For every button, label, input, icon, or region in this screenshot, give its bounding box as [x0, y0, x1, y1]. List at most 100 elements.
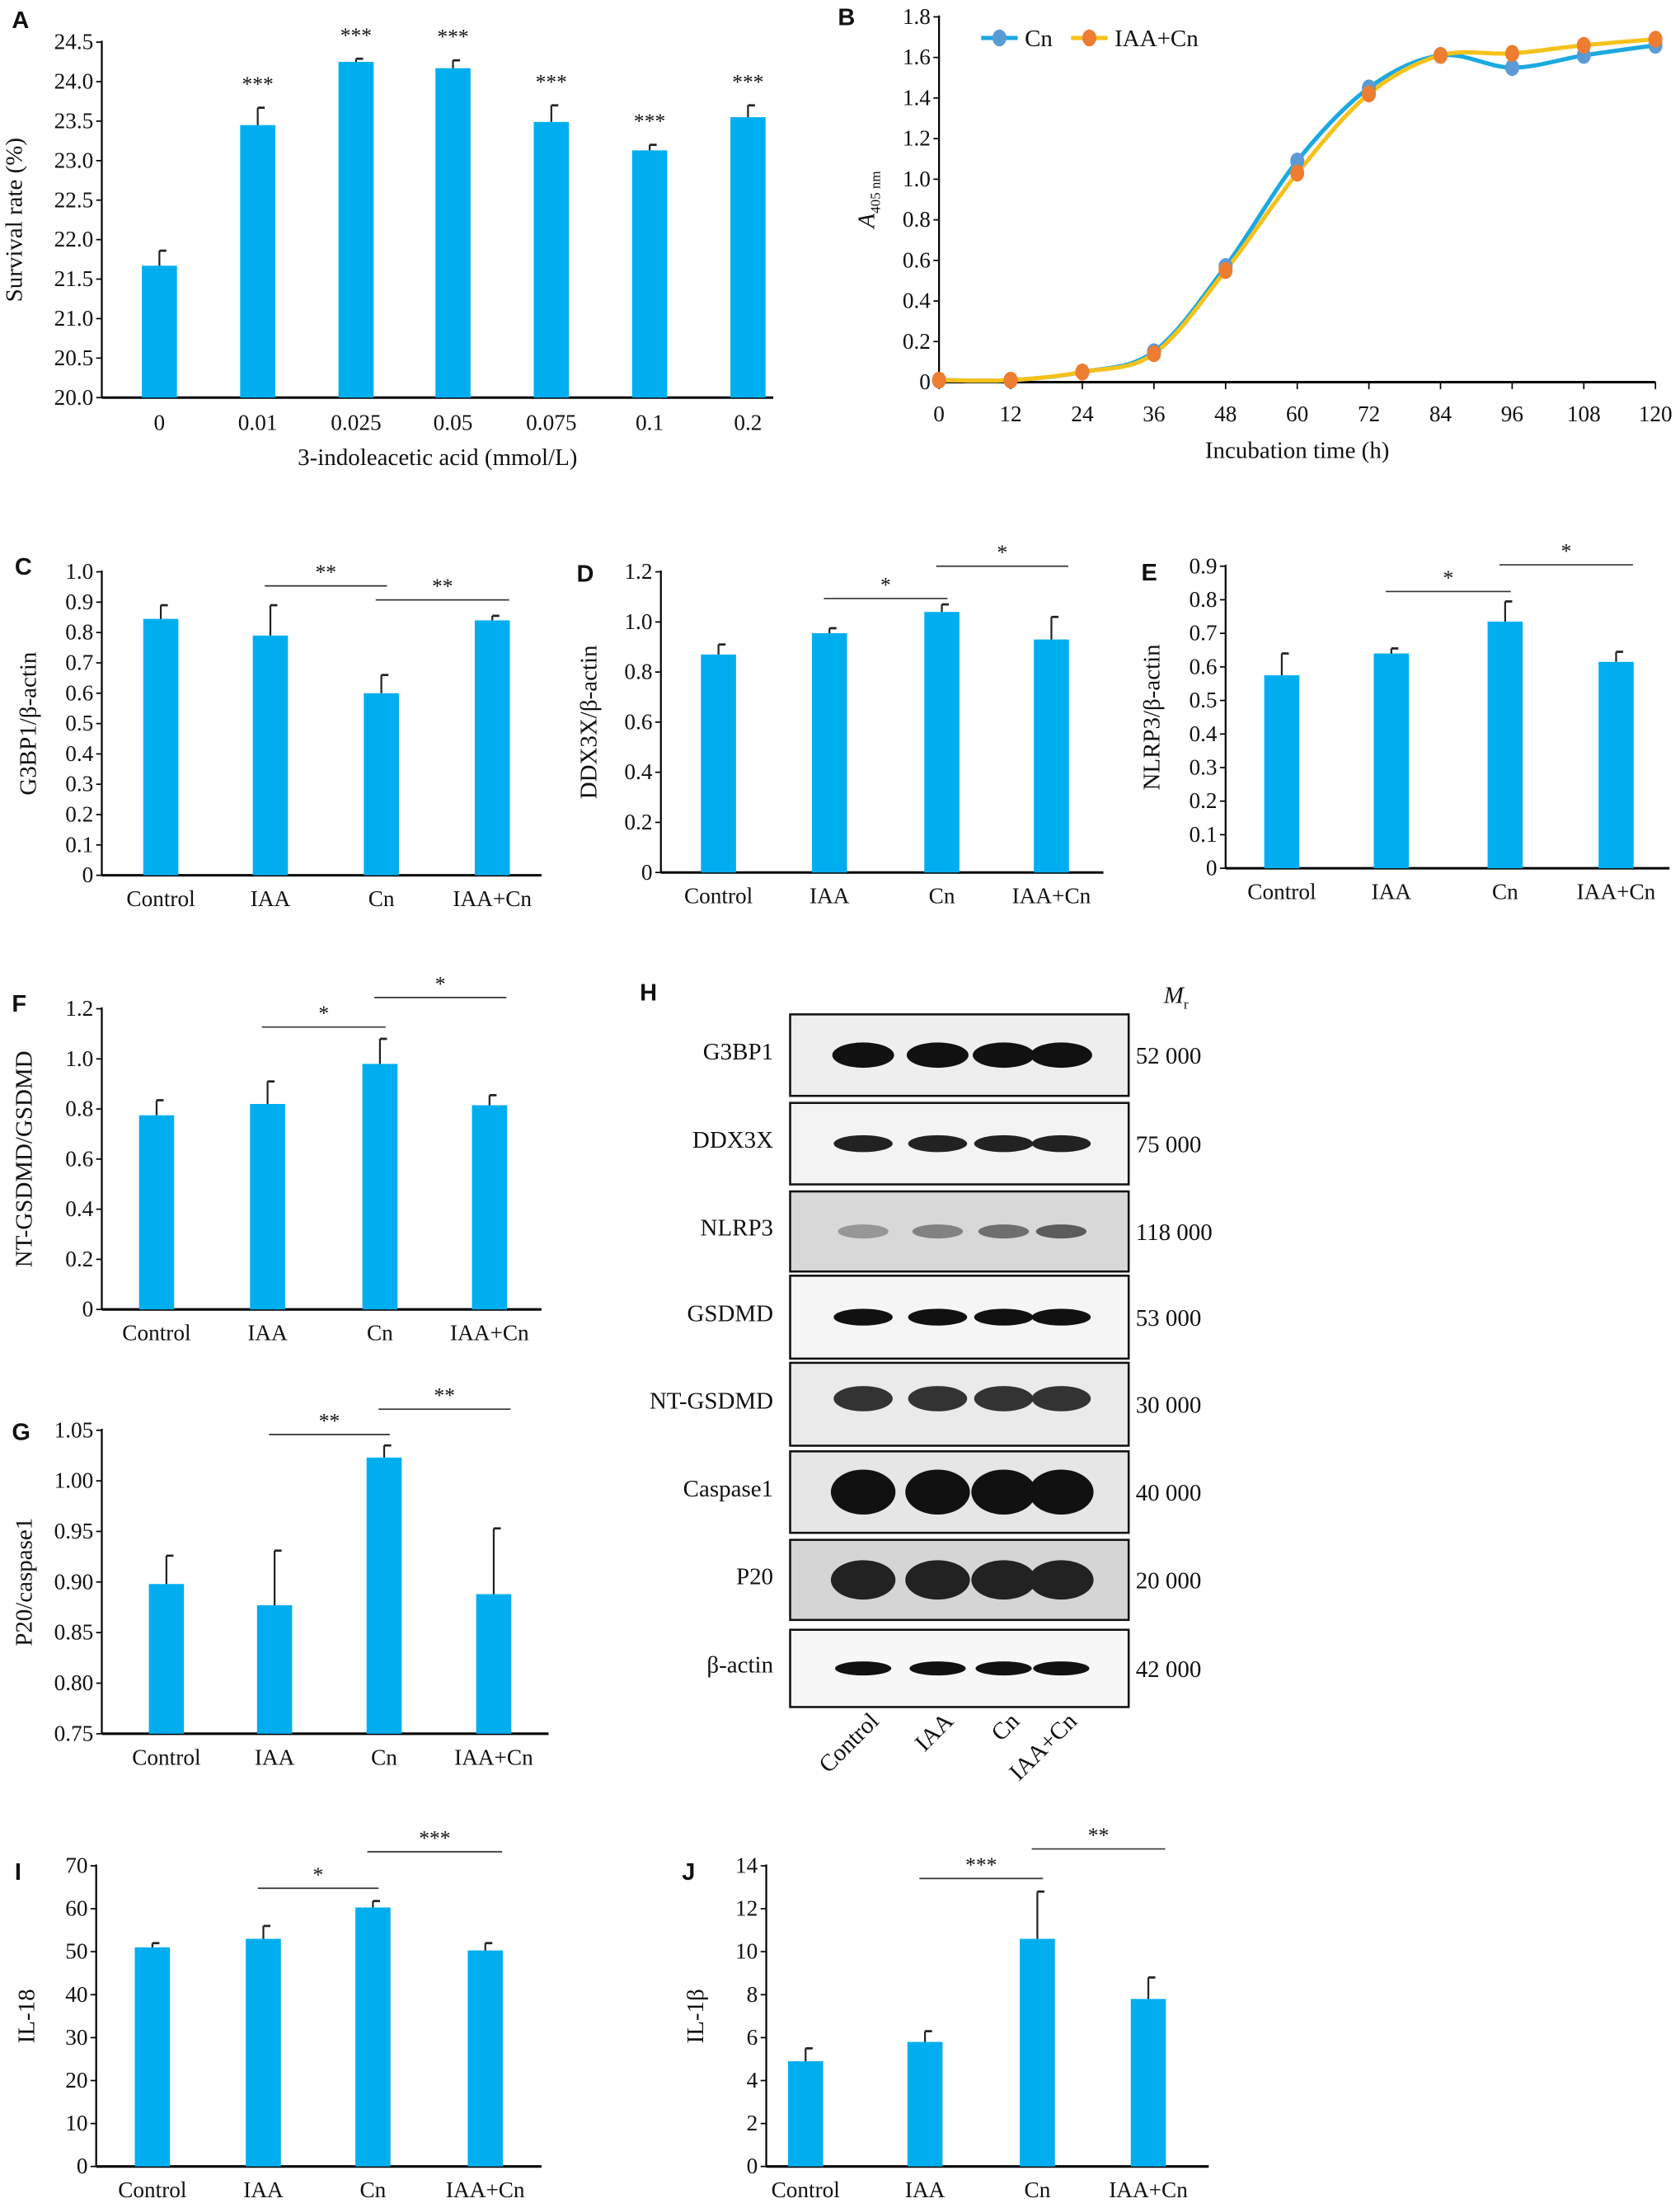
y-axis-title: A405 nm [854, 171, 884, 229]
bar-IAA+Cn [474, 620, 510, 876]
significance-label: ** [1088, 1823, 1110, 1847]
significance-label: *** [965, 1853, 997, 1877]
x-tick-label: IAA+Cn [1109, 2177, 1188, 2202]
protein-label: β-actin [706, 1652, 773, 1679]
y-tick-label: 24.5 [54, 30, 94, 54]
bar-Control [148, 1584, 185, 1734]
blot-row-P20: P20 20 000 [736, 1538, 1202, 1622]
y-tick-label: 1.8 [903, 4, 931, 29]
legend-label: Cn [1025, 26, 1053, 52]
x-tick-label: 0.075 [526, 410, 576, 434]
bar-Cn [364, 693, 399, 876]
y-tick-label: 0.4 [1189, 721, 1217, 746]
panel-D: D 0 0.2 0.4 0.6 0.8 1.0 1.2 DDX3X/β-actin Control… [575, 540, 1104, 909]
molecular-weight: 42 000 [1136, 1656, 1202, 1683]
protein-band [912, 1224, 964, 1239]
x-tick-label: 0.01 [238, 410, 278, 434]
bar-Cn [1487, 621, 1523, 869]
panel-G: G 0.75 0.80 0.85 0.90 0.95 1.00 1.05 P20/caspase… [11, 1383, 549, 1769]
protein-band [973, 1042, 1035, 1069]
significance-label: * [997, 540, 1007, 564]
y-tick-label: 20.5 [54, 345, 94, 370]
blot-row-Caspase1: Caspase1 40 000 [683, 1450, 1202, 1534]
x-tick-label: 36 [1143, 402, 1165, 426]
y-tick-label: 0.5 [65, 711, 93, 735]
y-tick-label: 22.0 [54, 227, 94, 251]
y-tick-label: 0.3 [65, 772, 93, 796]
y-tick-label: 20 [65, 2068, 87, 2093]
data-point-IAA+Cn [1075, 363, 1090, 381]
x-tick-label: IAA [1372, 880, 1412, 904]
bar-0 [142, 265, 177, 398]
bar-IAA+Cn [472, 1105, 508, 1310]
panel-I: I 0 10 20 30 40 50 60 70 IL-18 Control IAA Cn IAA+Cn *… [14, 1825, 542, 2202]
protein-band [1030, 1042, 1092, 1069]
y-tick-label: 50 [65, 1939, 87, 1964]
molecular-weight: 118 000 [1136, 1219, 1213, 1246]
protein-band [1031, 1386, 1091, 1412]
bar-Control [143, 618, 179, 876]
x-tick-label: 0 [154, 410, 166, 434]
y-axis-title: Survival rate (%) [1, 138, 27, 302]
bar-Cn [366, 1457, 402, 1734]
x-tick-label: 108 [1567, 402, 1601, 426]
y-tick-label: 1.2 [65, 996, 93, 1021]
y-tick-label: 2 [747, 2111, 758, 2135]
blot-row-GSDMD: GSDMD 53 000 [687, 1275, 1201, 1360]
x-tick-label: 0.1 [636, 410, 664, 434]
data-point-IAA+Cn [1290, 164, 1305, 182]
protein-band [835, 1661, 892, 1676]
panel-label: I [15, 1859, 21, 1886]
bar-IAA+Cn [1034, 639, 1069, 873]
y-tick-label: 0.9 [65, 590, 93, 614]
y-tick-label: 12 [735, 1896, 758, 1921]
y-tick-label: 0.85 [54, 1620, 94, 1645]
molecular-weight: 20 000 [1136, 1567, 1202, 1594]
x-tick-label: Control [118, 2177, 187, 2202]
protein-band [1035, 1224, 1087, 1239]
y-axis-title: G3BP1/β-actin [15, 651, 41, 795]
y-tick-label: 0 [82, 862, 94, 887]
y-tick-label: 1.2 [624, 559, 652, 584]
y-tick-label: 0.3 [1189, 755, 1217, 780]
y-tick-label: 0.6 [65, 680, 93, 705]
molecular-weight: 75 000 [1136, 1131, 1202, 1158]
bar-Cn [924, 612, 960, 873]
protein-label: Caspase1 [683, 1476, 773, 1502]
y-tick-label: 4 [747, 2068, 758, 2093]
y-tick-label: 8 [747, 1982, 758, 2007]
data-point-IAA+Cn [1147, 345, 1161, 363]
bar-0.05 [435, 68, 471, 398]
protein-band [971, 1469, 1036, 1515]
legend-marker [1082, 29, 1096, 47]
protein-band [830, 1560, 896, 1600]
significance-stars: *** [634, 109, 665, 133]
y-tick-label: 70 [65, 1853, 87, 1878]
x-tick-label: IAA [243, 2177, 284, 2202]
y-tick-label: 1.00 [54, 1468, 94, 1493]
y-tick-label: 0 [82, 1297, 94, 1322]
significance-label: * [1443, 566, 1453, 590]
protein-band [906, 1042, 969, 1069]
panel-F: F 0 0.2 0.4 0.6 0.8 1.0 1.2 NT-GSDMD/GSDMD Contro… [11, 971, 542, 1346]
molecular-weight: 40 000 [1136, 1480, 1202, 1506]
x-tick-label: IAA [255, 1745, 295, 1769]
protein-band [905, 1469, 970, 1515]
blot-row-β-actin: β-actin 42 000 [706, 1628, 1202, 1708]
x-tick-label: 120 [1639, 402, 1673, 426]
y-tick-label: 23.0 [54, 148, 94, 172]
y-tick-label: 0.8 [65, 620, 93, 645]
x-tick-label: IAA+Cn [450, 1321, 529, 1346]
bar-Control [787, 2061, 824, 2167]
protein-band [833, 1134, 893, 1153]
protein-band [908, 1308, 968, 1326]
x-tick-label: 84 [1429, 402, 1452, 426]
protein-band [974, 1134, 1034, 1153]
y-tick-label: 14 [735, 1853, 758, 1878]
bar-Cn [1020, 1938, 1055, 2167]
significance-stars: *** [437, 25, 468, 49]
lane-label: Cn [986, 1707, 1025, 1746]
bar-Control [138, 1115, 175, 1310]
data-point-IAA+Cn [1218, 261, 1233, 279]
x-tick-label: IAA+Cn [454, 1745, 533, 1769]
